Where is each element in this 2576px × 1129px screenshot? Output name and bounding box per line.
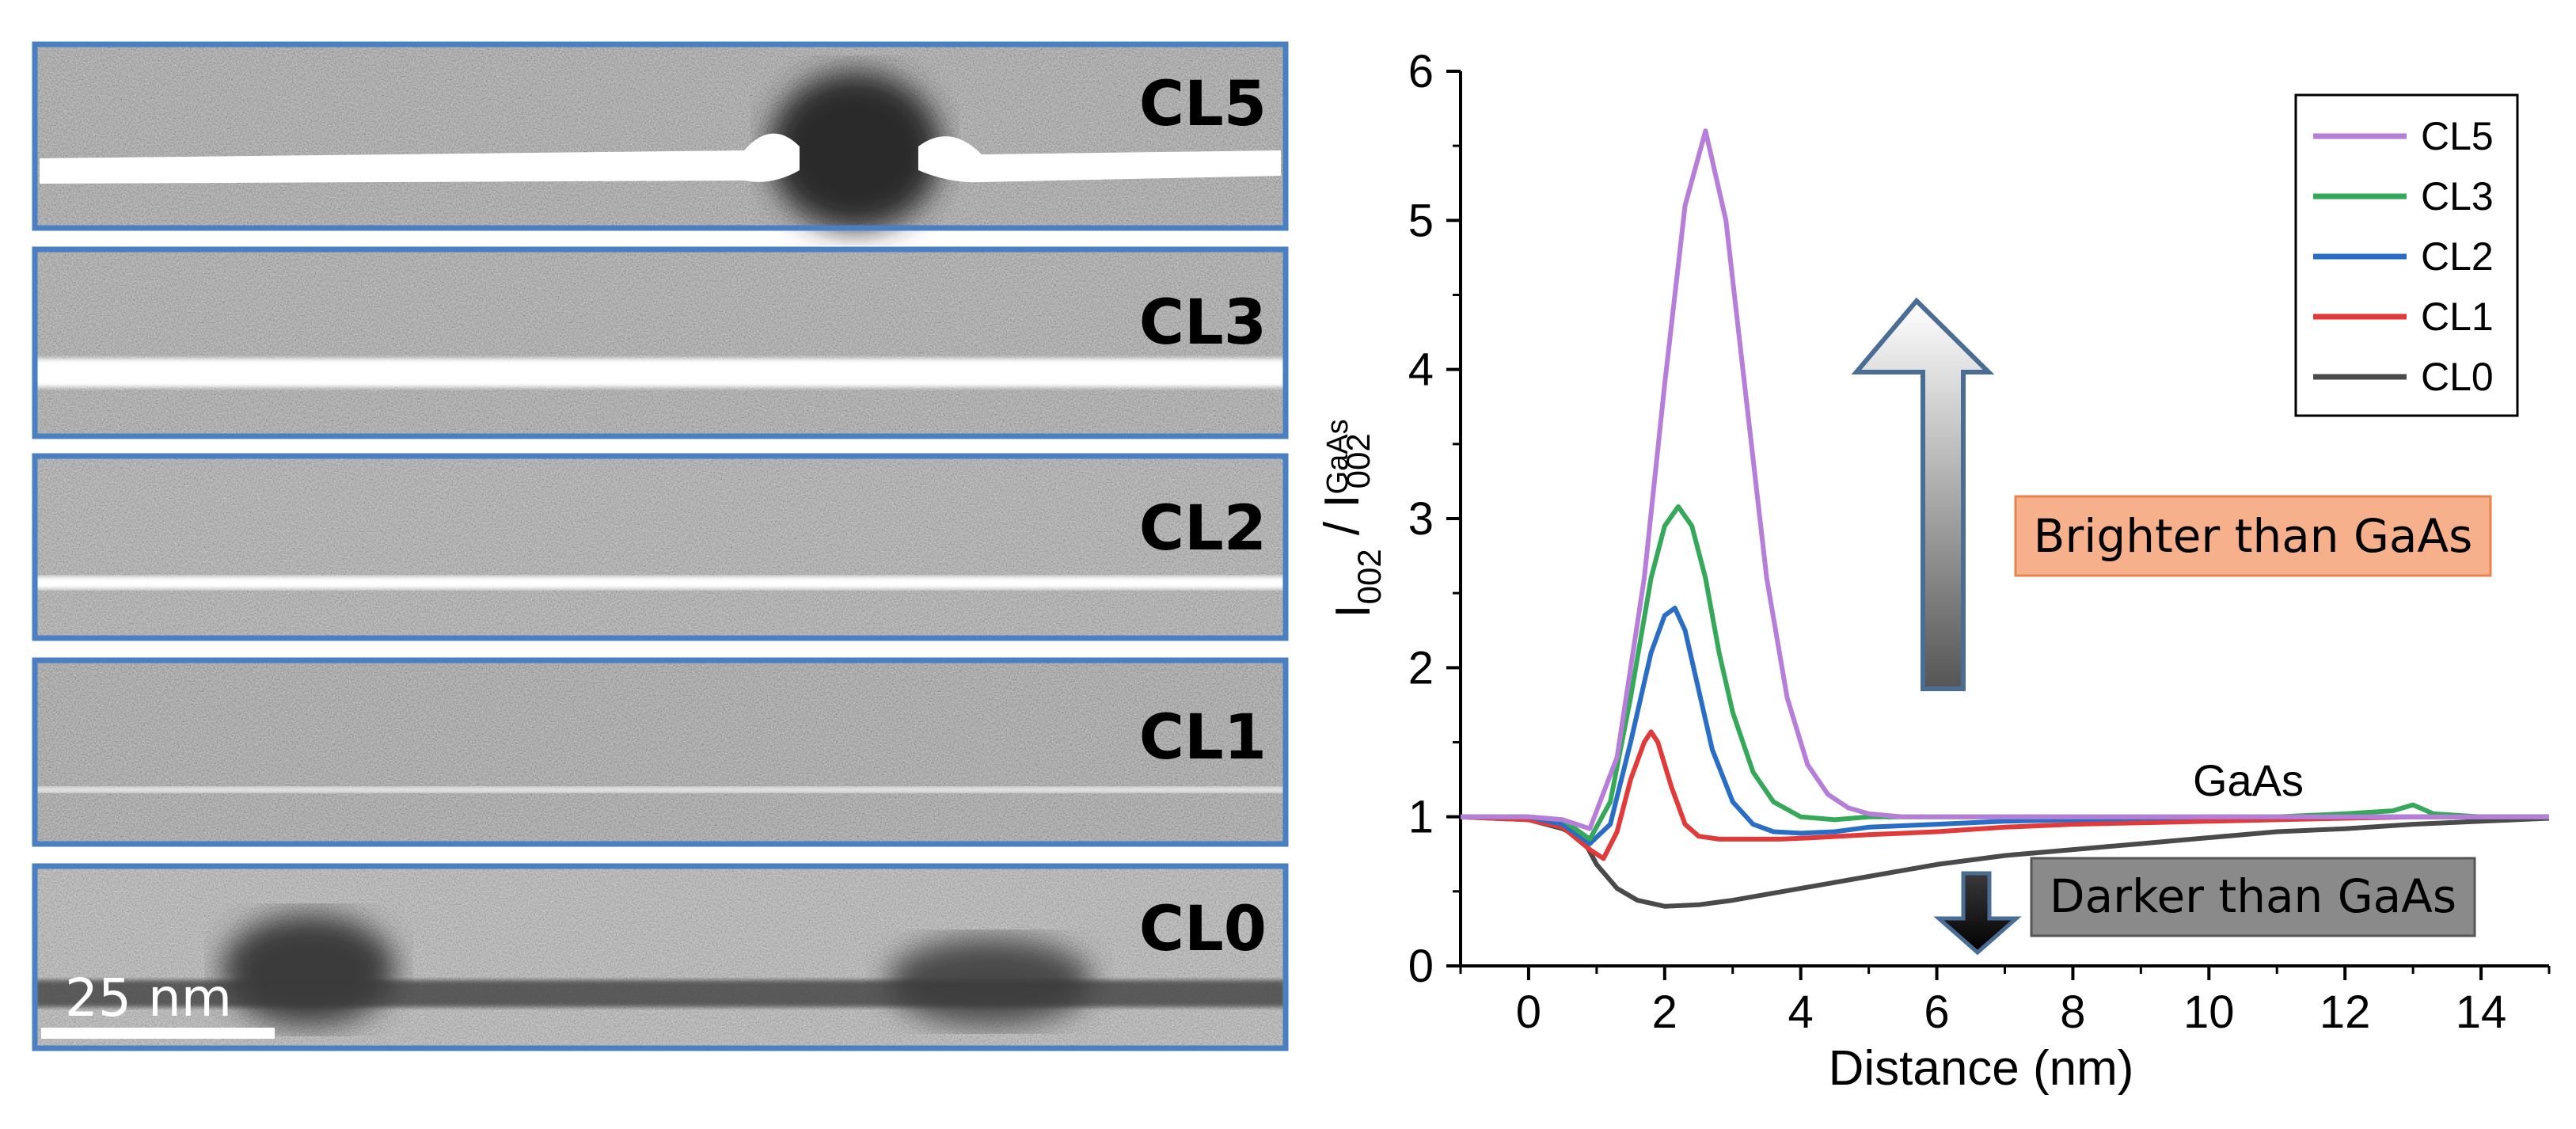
panel-cl2-frame bbox=[32, 453, 1289, 641]
x-tick-label: 2 bbox=[1652, 986, 1677, 1038]
chart-column: 0 2 4 6 8 10 12 14 0 1 2 3 4 5 6 Brighter than GaAs Da… bbox=[1314, 0, 2576, 1125]
panel-cl1-frame bbox=[32, 657, 1289, 847]
panel-cl0-dark-region-left bbox=[222, 914, 396, 1025]
x-axis-title: Distance (nm) bbox=[1829, 1041, 2134, 1096]
series-line-cl0 bbox=[1460, 814, 2550, 909]
y-axis-title-part: 002 bbox=[1351, 549, 1388, 604]
y-tick-label: 2 bbox=[1408, 642, 1434, 694]
panel-cl5-background bbox=[35, 44, 1286, 228]
panel-cl1-background bbox=[35, 660, 1286, 844]
panel-cl3-bright-line bbox=[35, 359, 1286, 387]
panel-cl5-bright-line-left bbox=[40, 133, 800, 184]
panel-cl1-label: CL1 bbox=[1139, 702, 1267, 774]
y-tick-label: 3 bbox=[1408, 493, 1434, 545]
micrograph-column: CL5 CL3 CL2 CL1 bbox=[32, 41, 1289, 1051]
brighter-annotation-text: Brighter than GaAs bbox=[2034, 509, 2473, 563]
panel-cl3: CL3 bbox=[32, 246, 1289, 439]
panel-cl2-background bbox=[35, 456, 1286, 638]
darker-annotation-box bbox=[2030, 857, 2476, 937]
x-tick-label: 10 bbox=[2183, 986, 2235, 1038]
y-axis-title-part: / I bbox=[1315, 494, 1370, 549]
legend-label-cl1: CL1 bbox=[2421, 295, 2494, 339]
y-tick-label: 1 bbox=[1408, 792, 1434, 843]
legend-label-cl5: CL5 bbox=[2421, 114, 2494, 158]
series-line-cl3 bbox=[1461, 504, 2549, 842]
panel-cl1: CL1 bbox=[32, 657, 1289, 847]
panel-cl2-bright-line bbox=[35, 576, 1286, 589]
y-axis-title-group: I002 / IGaAs002 bbox=[1315, 419, 1388, 618]
legend-label-cl2: CL2 bbox=[2421, 234, 2494, 279]
darker-arrow-icon bbox=[1933, 871, 2022, 956]
panel-cl1-bright-line bbox=[35, 787, 1286, 793]
panel-cl5-bright-line-right bbox=[918, 136, 1281, 183]
legend-label-cl3: CL3 bbox=[2421, 174, 2494, 219]
brighter-annotation-box bbox=[2014, 495, 2492, 577]
gaas-annotation-text: GaAs bbox=[2193, 755, 2304, 805]
brighter-arrow-icon bbox=[1851, 297, 1995, 691]
series-line-cl5 bbox=[1461, 128, 2549, 831]
y-tick-label: 4 bbox=[1408, 344, 1434, 396]
panel-cl3-background bbox=[35, 249, 1286, 436]
darker-annotation-text: Darker than GaAs bbox=[2050, 869, 2456, 923]
x-tick-label: 6 bbox=[1924, 986, 1949, 1038]
x-tick-label: 8 bbox=[2060, 986, 2085, 1038]
y-tick-label: 5 bbox=[1408, 195, 1434, 246]
panel-cl2: CL2 bbox=[32, 453, 1289, 641]
panel-cl5: CL5 bbox=[32, 41, 1289, 231]
panel-cl0: CL0 25 nm bbox=[32, 863, 1289, 1051]
panel-cl5-label: CL5 bbox=[1139, 69, 1267, 140]
y-axis-title-part: I bbox=[1326, 604, 1381, 618]
series-line-cl1 bbox=[1460, 729, 2549, 861]
panel-cl0-dark-line bbox=[35, 980, 1286, 1007]
panel-cl3-label: CL3 bbox=[1139, 287, 1267, 359]
y-tick-label: 0 bbox=[1408, 941, 1434, 992]
y-axis-title-part: GaAs bbox=[1321, 419, 1354, 494]
micrograph-svg: CL5 CL3 CL2 CL1 bbox=[32, 41, 1289, 1051]
panel-cl0-label: CL0 bbox=[1139, 894, 1267, 965]
x-tick-label: 0 bbox=[1516, 986, 1541, 1038]
scale-bar-label: 25 nm bbox=[65, 967, 232, 1028]
panel-cl0-frame bbox=[32, 863, 1289, 1051]
x-tick-label: 12 bbox=[2320, 986, 2371, 1038]
x-tick-label: 14 bbox=[2456, 986, 2507, 1038]
panel-cl5-frame bbox=[32, 41, 1289, 231]
scale-bar bbox=[41, 1028, 275, 1039]
legend: CL5 CL3 CL2 CL1 CL0 bbox=[2294, 93, 2519, 417]
y-tick-label: 6 bbox=[1408, 46, 1434, 97]
panel-cl3-frame bbox=[32, 246, 1289, 439]
legend-label-cl0: CL0 bbox=[2421, 355, 2494, 399]
x-tick-label: 4 bbox=[1788, 986, 1814, 1038]
panel-cl2-label: CL2 bbox=[1139, 493, 1267, 564]
y-axis-title-text: I002 / IGaAs002 bbox=[1315, 419, 1388, 618]
y-axis-title-part: 002 bbox=[1339, 433, 1377, 488]
panel-cl5-dark-region bbox=[768, 71, 942, 230]
